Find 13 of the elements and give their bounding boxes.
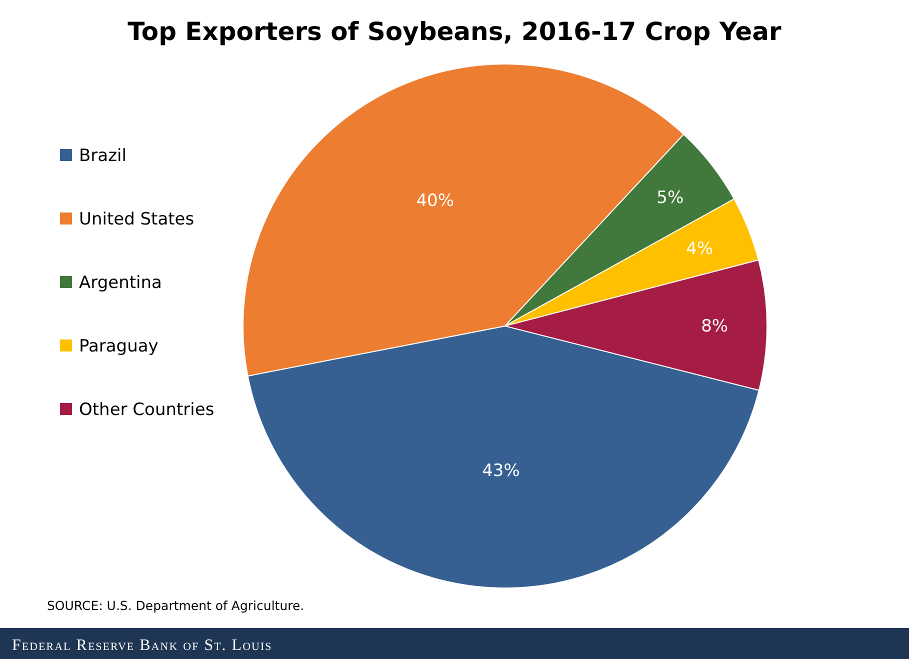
chart-title: Top Exporters of Soybeans, 2016-17 Crop Year <box>128 17 782 46</box>
data-label: 40% <box>416 190 454 211</box>
legend-label: Paraguay <box>79 336 158 356</box>
data-label: 8% <box>701 316 728 336</box>
data-label: 4% <box>686 239 714 260</box>
text: Federal Reserve Bank of St. Louis <box>12 637 272 654</box>
data-label: 5% <box>656 188 684 208</box>
legend-label: Argentina <box>79 273 162 293</box>
legend-label: Brazil <box>79 146 126 166</box>
source-note: SOURCE: U.S. Department of Agriculture. <box>47 598 304 613</box>
legend-label: Other Countries <box>79 400 214 420</box>
data-label: 43% <box>482 461 520 482</box>
legend-label: United States <box>79 210 194 230</box>
